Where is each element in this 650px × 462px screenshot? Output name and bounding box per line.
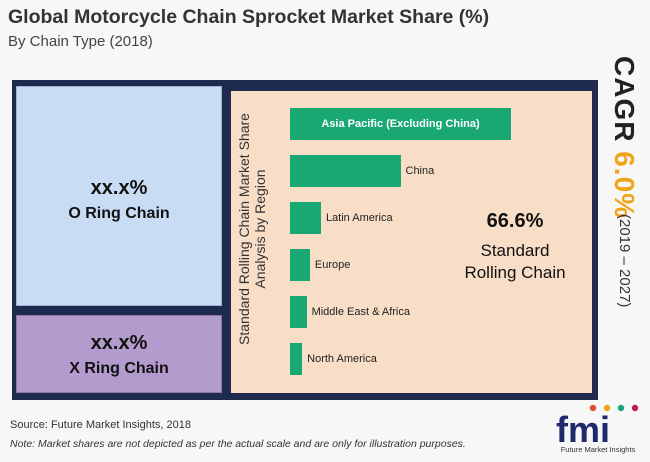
logo-dot-2 bbox=[603, 404, 611, 412]
segment-x-ring-chain: xx.x% X Ring Chain bbox=[16, 315, 222, 393]
cagr-callout: CAGR 6.0% bbox=[608, 56, 640, 219]
logo-dot-3 bbox=[617, 404, 625, 412]
bar-2 bbox=[290, 202, 321, 234]
chart-title: Global Motorcycle Chain Sprocket Market … bbox=[8, 6, 490, 28]
bar-label-0: Asia Pacific (Excluding China) bbox=[321, 118, 480, 130]
logo-dot-1 bbox=[589, 404, 597, 412]
bar-label-3: Europe bbox=[314, 259, 351, 271]
bar-label-4: Middle East & Africa bbox=[311, 306, 410, 318]
region-chart-title: Standard Rolling Chain Market Share Anal… bbox=[236, 113, 268, 345]
standard-rolling-value: 66.6% bbox=[486, 210, 544, 232]
logo-dot-4 bbox=[631, 404, 639, 412]
standard-rolling-label-line1: Standard bbox=[480, 241, 550, 260]
cagr-label: CAGR bbox=[609, 56, 640, 143]
bar-5 bbox=[290, 343, 303, 375]
bar-label-2: Latin America bbox=[325, 212, 393, 224]
bar-label-1: China bbox=[405, 165, 435, 177]
logo-text: fmi bbox=[556, 409, 610, 450]
bar-1 bbox=[290, 155, 401, 187]
standard-rolling-label-line2: Rolling Chain bbox=[464, 263, 566, 282]
source-text: Source: Future Market Insights, 2018 bbox=[10, 419, 191, 431]
x-ring-value: xx.x% bbox=[90, 332, 148, 354]
bar-3 bbox=[290, 249, 310, 281]
bar-0 bbox=[290, 108, 511, 140]
bar-4 bbox=[290, 296, 307, 328]
segment-o-ring-chain: xx.x% O Ring Chain bbox=[16, 86, 222, 306]
x-ring-label: X Ring Chain bbox=[69, 360, 169, 377]
segment-standard-rolling-chain bbox=[231, 91, 592, 393]
note-text: Note: Market shares are not depicted as … bbox=[10, 438, 466, 450]
cagr-years: (2019 – 2027) bbox=[616, 214, 633, 308]
logo-subtitle: Future Market Insights bbox=[560, 445, 636, 454]
chart-subtitle: By Chain Type (2018) bbox=[8, 33, 153, 50]
cagr-value: 6.0% bbox=[609, 151, 640, 220]
standard-rolling-label: Standard Rolling Chain bbox=[420, 240, 610, 284]
o-ring-value: xx.x% bbox=[90, 177, 148, 199]
fmi-logo: fmi bbox=[556, 404, 639, 450]
bar-label-5: North America bbox=[307, 353, 377, 365]
o-ring-label: O Ring Chain bbox=[68, 205, 170, 222]
